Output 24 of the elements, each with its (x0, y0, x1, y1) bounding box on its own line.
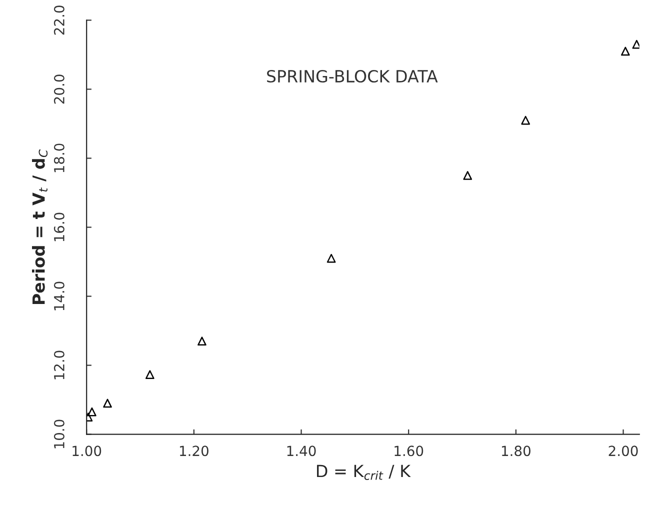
point (463, 171, 472, 180)
point (326, 254, 336, 263)
y-tick-label: 16.0 (54, 212, 64, 242)
x-axis-title: D = K$_{crit}$ / K (317, 464, 411, 480)
x-tick-label: 1.80 (502, 446, 530, 456)
y-tick-label: 14.0 (54, 282, 64, 310)
x-tick-label: 2.00 (608, 446, 638, 456)
x-tick-label: 1.60 (394, 446, 424, 456)
y-axis-title: Period = t V$_{t}$ / d$_{C}$ (32, 149, 48, 304)
annotation: SPRING-BLOCK DATA (267, 70, 438, 83)
point (620, 46, 630, 56)
point (103, 398, 112, 408)
x-tick-label: 1.20 (180, 446, 208, 456)
x-tick-label: 1.00 (72, 446, 102, 456)
y-tick-label: 20.0 (54, 74, 64, 104)
y-tick-label: 18.0 (54, 144, 64, 172)
y-tick-label: 10.0 (54, 420, 64, 448)
point (88, 407, 96, 416)
x-tick-label: 1.40 (287, 446, 316, 456)
y-tick-label: 22.0 (54, 6, 64, 35)
point (145, 370, 154, 380)
point (198, 336, 206, 346)
y-tick-label: 12.0 (54, 350, 64, 380)
point (521, 116, 530, 125)
